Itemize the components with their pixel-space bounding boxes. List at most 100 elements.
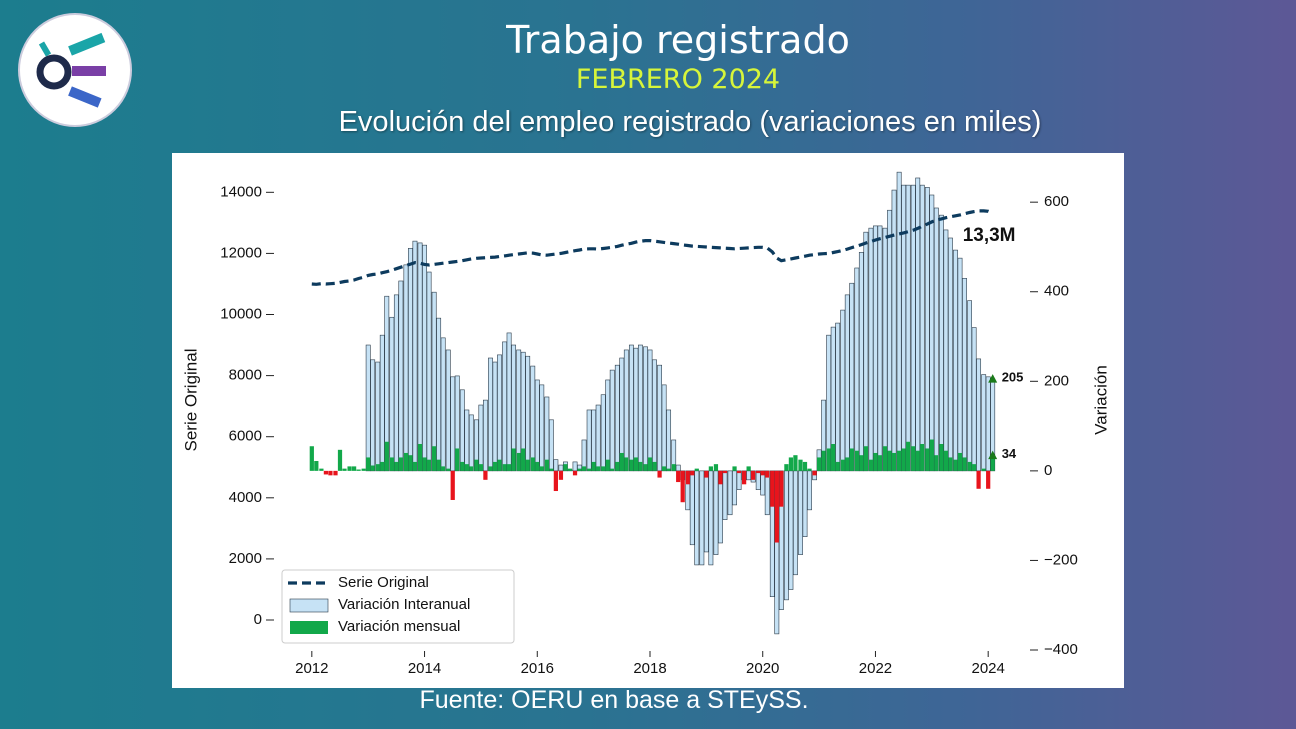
- bar: [873, 225, 878, 472]
- bar: [544, 459, 549, 471]
- bar: [314, 461, 319, 471]
- bar: [516, 349, 522, 472]
- bar: [920, 443, 925, 471]
- bar: [779, 470, 784, 507]
- y2-tick-label: 200: [1044, 372, 1069, 389]
- bar: [891, 452, 897, 471]
- bar: [347, 466, 352, 471]
- bar: [389, 316, 395, 472]
- bar: [610, 468, 615, 471]
- y2-tick-label: −400: [1044, 641, 1078, 658]
- bar: [732, 470, 737, 506]
- bar: [553, 470, 558, 492]
- bar: [521, 448, 526, 471]
- bar: [793, 470, 798, 576]
- bar: [365, 344, 371, 472]
- bar: [492, 361, 498, 472]
- bar: [464, 464, 469, 471]
- bar: [431, 291, 437, 472]
- bar: [549, 468, 554, 471]
- bar: [492, 461, 498, 471]
- legend-box: [281, 569, 515, 644]
- bar: [605, 379, 611, 472]
- bar: [558, 470, 564, 480]
- bar: [802, 461, 808, 471]
- bar: [784, 464, 789, 471]
- bar: [488, 466, 493, 471]
- y-tick-label: 0: [254, 611, 262, 628]
- bar: [534, 379, 540, 472]
- bar: [703, 470, 709, 553]
- bar: [948, 457, 953, 471]
- bar: [976, 470, 981, 489]
- bar: [628, 344, 634, 472]
- legend-label: Variación Interanual: [338, 596, 470, 613]
- bar: [440, 337, 446, 472]
- bar: [835, 322, 841, 472]
- bar: [337, 449, 343, 471]
- x-tick-label: 2022: [859, 660, 892, 677]
- bar: [807, 470, 812, 511]
- bar: [450, 470, 455, 500]
- bar: [986, 470, 991, 489]
- bar: [638, 344, 643, 472]
- bar: [793, 455, 798, 471]
- bar: [403, 264, 409, 472]
- bar: [849, 282, 855, 472]
- x-tick-label: 2012: [295, 660, 328, 677]
- source: Fuente: OERU en base a STEySS.: [419, 686, 809, 714]
- x-tick-label: 2020: [746, 660, 779, 677]
- bar: [309, 446, 314, 471]
- bar: [840, 459, 845, 471]
- bar: [619, 452, 624, 471]
- bar: [868, 227, 874, 472]
- bar: [657, 470, 662, 478]
- bar: [962, 457, 967, 471]
- bar: [446, 468, 451, 471]
- y-tick-label: 4000: [229, 489, 262, 506]
- bar: [953, 249, 958, 472]
- bar: [417, 242, 423, 472]
- bar: [755, 470, 761, 490]
- bar: [600, 394, 606, 472]
- bar: [671, 464, 676, 471]
- bar: [657, 364, 662, 472]
- x-tick-label: 2018: [633, 660, 666, 677]
- bar: [441, 466, 446, 471]
- bar: [981, 468, 986, 471]
- bar: [905, 184, 911, 472]
- page-subtitle: FEBRERO 2024: [575, 64, 781, 95]
- bar: [844, 294, 850, 472]
- bar: [694, 470, 700, 566]
- bar: [379, 334, 385, 472]
- bar: [459, 389, 465, 472]
- bar: [502, 341, 507, 472]
- bar: [925, 448, 930, 471]
- bar: [609, 369, 615, 472]
- bar: [929, 439, 934, 471]
- bar: [638, 461, 643, 471]
- bar: [901, 184, 907, 472]
- bar: [398, 280, 404, 472]
- page-title: Trabajo registrado: [506, 18, 850, 62]
- bar: [736, 470, 742, 490]
- bar: [468, 414, 474, 472]
- y2-tick-label: 600: [1044, 193, 1069, 210]
- bar: [393, 294, 399, 472]
- bar: [548, 419, 554, 472]
- bar: [746, 466, 751, 471]
- y-tick-label: 10000: [220, 305, 262, 322]
- bar: [652, 359, 657, 472]
- bar: [558, 464, 564, 472]
- bar: [798, 470, 803, 555]
- bar: [858, 252, 864, 472]
- bar: [652, 461, 657, 471]
- bar: [474, 459, 479, 471]
- bar: [450, 376, 456, 472]
- bar: [891, 189, 897, 472]
- bar: [736, 470, 742, 474]
- bar: [971, 464, 977, 471]
- bar: [647, 349, 653, 472]
- bar: [863, 446, 868, 471]
